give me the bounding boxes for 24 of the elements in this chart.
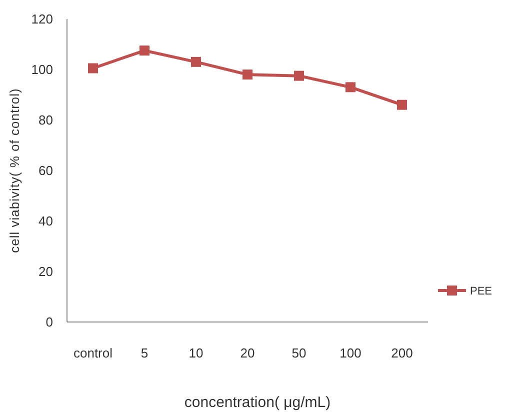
x-tick-label: 100 — [340, 346, 362, 361]
y-tick-label: 80 — [38, 112, 53, 128]
x-tick-label: 10 — [188, 346, 204, 361]
x-tick-label: 5 — [140, 346, 148, 361]
y-axis-title: cell viabivity( % of control) — [7, 88, 22, 253]
x-tick-label: 20 — [240, 346, 255, 361]
y-tick-label: 20 — [38, 264, 53, 280]
point — [242, 70, 252, 80]
legend-label: PEE — [470, 285, 492, 298]
y-tick-label: 0 — [46, 314, 53, 330]
y-tick-label: 60 — [38, 163, 53, 178]
point — [346, 82, 356, 92]
y-tick-label: 100 — [31, 62, 53, 78]
point — [294, 70, 304, 81]
x-axis-title: concentration( μg/mL) — [184, 394, 331, 411]
x-tick-label: 200 — [391, 346, 413, 361]
point — [397, 100, 407, 110]
x-tick-label: 50 — [292, 346, 306, 361]
point — [88, 63, 98, 74]
point — [191, 56, 201, 67]
x-tick-label: control — [73, 346, 113, 361]
point — [140, 46, 150, 56]
y-tick-label: 40 — [38, 214, 53, 229]
y-tick-label: 120 — [31, 12, 53, 27]
